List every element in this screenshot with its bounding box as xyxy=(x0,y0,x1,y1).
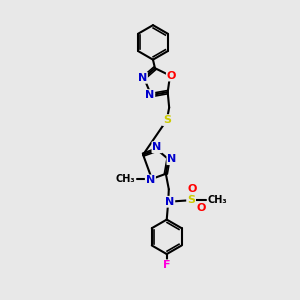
Text: S: S xyxy=(187,195,195,205)
Text: N: N xyxy=(138,73,147,83)
Text: F: F xyxy=(163,260,170,270)
Text: N: N xyxy=(152,142,162,152)
Text: CH₃: CH₃ xyxy=(208,195,227,205)
Text: S: S xyxy=(163,115,171,125)
Text: O: O xyxy=(196,203,206,213)
Text: N: N xyxy=(146,176,155,185)
Text: CH₃: CH₃ xyxy=(116,174,136,184)
Text: O: O xyxy=(167,70,176,80)
Text: N: N xyxy=(167,154,177,164)
Text: N: N xyxy=(145,90,154,100)
Text: N: N xyxy=(165,197,174,207)
Text: O: O xyxy=(187,184,197,194)
